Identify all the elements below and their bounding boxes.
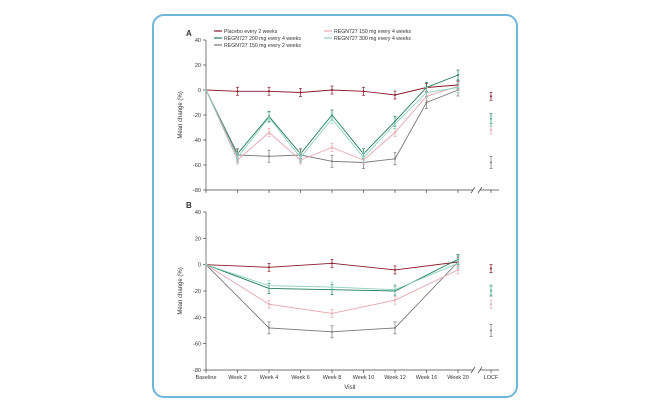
y-tick-label: -60	[193, 163, 201, 169]
data-point	[394, 268, 396, 271]
series-regn727-200-mg-every-4-weeks	[205, 254, 493, 297]
y-tick-label: 20	[195, 63, 201, 69]
data-point	[394, 122, 396, 125]
x-tick-label: Week 10	[353, 375, 375, 381]
data-point	[268, 326, 270, 329]
series-regn727-300-mg-every-4-weeks	[205, 258, 493, 296]
y-axis-label: Mean change (%)	[178, 267, 184, 314]
data-point	[425, 101, 428, 104]
data-point	[394, 94, 396, 96]
chart-panel-b: B40 20 0 -20 -40 -60 -80 Mean change (%) Baselin…	[178, 201, 499, 391]
data-point	[394, 131, 396, 134]
x-tick-label: Week 6	[291, 375, 310, 381]
data-point	[299, 156, 302, 159]
x-tick-label: LOCF	[484, 375, 499, 381]
series-regn727-150-mg-every-4-weeks	[205, 263, 493, 318]
data-point	[362, 90, 365, 93]
legend-entry: Placebo every 2 weeks	[224, 29, 278, 35]
data-point	[268, 266, 270, 269]
x-tick-label: Week 2	[228, 375, 247, 381]
y-tick-label: 40	[195, 210, 201, 216]
series-placebo-every-2-weeks	[205, 80, 493, 101]
data-point	[331, 262, 333, 265]
y-tick-label: 0	[198, 88, 201, 94]
data-point	[331, 286, 333, 289]
data-point	[425, 91, 428, 94]
data-point	[490, 329, 492, 332]
y-tick-label: -20	[193, 289, 201, 295]
y-tick-label: -80	[193, 368, 201, 374]
y-axis-label: Mean change (%)	[178, 91, 184, 138]
data-point	[331, 89, 333, 91]
series-regn727-150-mg-every-4-weeks	[205, 81, 493, 165]
data-point	[394, 299, 396, 302]
data-point	[268, 131, 270, 134]
legend-entry: REGN727 200 mg every 4 weeks	[224, 36, 301, 42]
data-point	[490, 95, 492, 98]
x-tick-label: Week 16	[416, 375, 438, 381]
data-point	[490, 303, 492, 306]
data-point	[299, 91, 302, 94]
series-regn727-150-mg-every-2-weeks	[205, 255, 493, 339]
panel-label: A	[186, 29, 192, 38]
axis-break-mark	[477, 186, 483, 194]
data-point	[331, 160, 333, 163]
data-point	[490, 120, 492, 123]
data-point	[394, 288, 396, 291]
data-point	[362, 156, 365, 159]
data-point	[268, 155, 270, 158]
chart-panel-a: A40 20 0 -20 -40 -60 -80 Mean change (%) Placebo…	[178, 29, 499, 194]
legend-entry: REGN727 300 mg every 4 weeks	[334, 36, 411, 42]
x-tick-label: Week 8	[323, 375, 342, 381]
data-point	[268, 284, 270, 287]
y-tick-label: 40	[195, 38, 201, 44]
data-point	[205, 263, 207, 266]
x-tick-label: Baseline	[195, 375, 216, 381]
y-tick-label: -60	[193, 342, 201, 348]
data-point	[205, 89, 207, 91]
x-tick-label: Week 20	[447, 375, 469, 381]
data-point	[268, 90, 270, 93]
data-point	[457, 262, 459, 265]
legend-entry: REGN727 150 mg every 4 weeks	[334, 29, 411, 35]
axis-break-mark	[470, 366, 476, 374]
data-point	[457, 268, 459, 271]
data-point	[457, 86, 459, 89]
data-point	[236, 90, 239, 93]
data-point	[394, 326, 396, 329]
y-tick-label: -20	[193, 113, 201, 119]
x-tick-label: Week 12	[384, 375, 406, 381]
data-point	[457, 74, 459, 76]
series-line	[205, 261, 459, 333]
axis-break-mark	[470, 186, 476, 194]
figure-frame: A 40 20 0 -20 -40 -60 -80 Mean change (%) Placebo…	[152, 14, 518, 398]
y-tick-label: -40	[193, 315, 201, 321]
data-point	[490, 267, 492, 270]
data-point	[268, 303, 270, 306]
x-axis-label: Visit	[344, 385, 356, 391]
axis-break-mark	[477, 366, 483, 374]
data-point	[331, 330, 333, 333]
data-point	[331, 312, 333, 315]
y-tick-label: -80	[193, 188, 201, 194]
data-point	[394, 157, 396, 160]
y-tick-label: 20	[195, 236, 201, 242]
panel-label: B	[186, 201, 192, 210]
series-regn727-200-mg-every-4-weeks	[205, 69, 493, 160]
data-point	[331, 117, 333, 120]
legend-entry: REGN727 150 mg every 2 weeks	[224, 43, 301, 49]
data-point	[490, 129, 492, 131]
data-point	[331, 146, 333, 149]
y-tick-label: -40	[193, 138, 201, 144]
data-point	[490, 288, 492, 291]
data-point	[236, 156, 239, 159]
y-tick-label: 0	[198, 263, 201, 269]
series-regn727-300-mg-every-4-weeks	[205, 82, 493, 163]
series-regn727-150-mg-every-2-weeks	[205, 83, 493, 169]
data-point	[490, 161, 492, 164]
data-point	[268, 116, 270, 119]
x-tick-label: Week 4	[260, 375, 279, 381]
